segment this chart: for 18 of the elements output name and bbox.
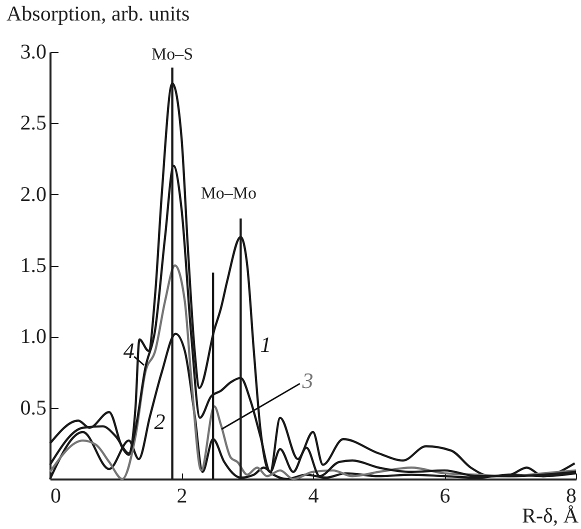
x-axis-title: R-δ, Å [522, 504, 580, 528]
y-tick-label: 2.5 [20, 110, 46, 135]
x-tick-label: 6 [440, 484, 450, 508]
series-label: 1 [260, 332, 272, 358]
x-tick-label: 0 [50, 484, 61, 508]
series-label: 2 [154, 409, 166, 434]
x-tick-label: 2 [176, 484, 188, 508]
y-tick-label: 2.0 [20, 182, 46, 206]
y-axis-title: Absorption, arb. units [6, 2, 190, 26]
text: 3 [301, 368, 314, 393]
y-tick-label: 0.5 [20, 395, 46, 420]
annotation: Mo–Mo [200, 184, 257, 203]
x-tick-label: 4 [308, 484, 320, 508]
legend-label: 4 [123, 338, 134, 363]
y-tick-label: 3.0 [20, 40, 46, 64]
y-tick-label: 1.5 [20, 253, 46, 277]
y-tick-label: 1.0 [20, 324, 46, 348]
annotation: Mo–S [152, 44, 194, 64]
